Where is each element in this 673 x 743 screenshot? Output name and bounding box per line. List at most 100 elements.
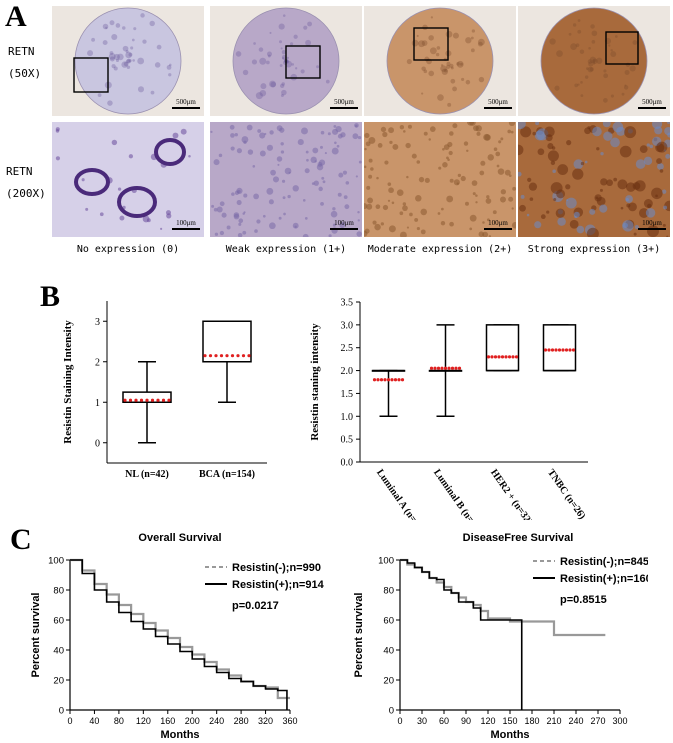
micrograph-50x-no-expression: 500μm	[52, 6, 204, 116]
cell-texture	[508, 122, 516, 127]
cell-texture	[238, 222, 242, 226]
tissue-texture	[577, 29, 582, 34]
cell-texture	[540, 214, 546, 220]
cell-texture	[310, 156, 317, 164]
caption-no-expression: No expression (0)	[76, 244, 180, 255]
cell-texture	[556, 189, 566, 199]
x-tick-label: 120	[136, 716, 151, 726]
tissue-texture	[286, 56, 289, 60]
survival-curve-resistin-positive	[70, 559, 288, 710]
cell-texture	[634, 180, 646, 192]
caption-weak-expression: Weak expression (1+)	[225, 244, 347, 255]
cell-texture	[518, 171, 522, 177]
cell-texture	[441, 207, 444, 211]
cell-texture	[508, 196, 514, 202]
cell-texture	[218, 153, 223, 158]
cell-texture	[330, 210, 338, 218]
cell-texture	[368, 136, 376, 144]
cell-texture	[443, 144, 450, 150]
x-tick-label: 200	[185, 716, 200, 726]
cell-texture	[259, 132, 266, 139]
cell-texture	[55, 129, 60, 133]
cell-texture	[449, 178, 454, 183]
x-tick-label: 150	[502, 716, 517, 726]
tissue-texture	[588, 46, 591, 50]
tissue-texture	[574, 83, 579, 88]
cell-texture	[448, 150, 453, 156]
cell-texture	[475, 201, 478, 204]
cell-texture	[280, 142, 284, 146]
y-tick-label: 0	[389, 706, 394, 717]
cell-texture	[409, 212, 413, 217]
x-tick-label: 160	[160, 716, 175, 726]
tissue-texture	[108, 52, 116, 60]
cell-texture	[497, 168, 505, 175]
cell-texture	[229, 124, 235, 130]
mean-marker	[150, 398, 155, 402]
cell-texture	[294, 225, 297, 229]
cell-texture	[374, 223, 381, 231]
x-tick-label: 240	[568, 716, 583, 726]
mean-marker	[236, 354, 240, 358]
scale-bar-label: 100μm	[176, 219, 196, 227]
tissue-texture	[122, 45, 129, 52]
cell-texture	[253, 193, 260, 200]
cell-texture	[357, 210, 360, 214]
cell-texture	[242, 212, 245, 215]
cell-texture	[429, 126, 436, 132]
cell-texture	[480, 160, 486, 166]
tissue-texture	[406, 58, 412, 65]
cell-texture	[318, 186, 323, 192]
tissue-texture	[282, 14, 286, 17]
cell-texture	[532, 131, 537, 136]
tissue-texture	[614, 35, 618, 38]
cell-texture	[625, 197, 629, 202]
cell-texture	[512, 186, 516, 191]
y-tick-label: 1	[95, 398, 100, 409]
tissue-texture	[456, 60, 464, 68]
cell-texture	[343, 195, 348, 200]
cell-texture	[469, 214, 477, 222]
mean-marker	[497, 355, 501, 359]
tissue-texture	[411, 39, 419, 47]
cell-texture	[518, 122, 526, 130]
tissue-texture	[587, 66, 594, 73]
tissue-texture	[436, 46, 441, 50]
x-tick-label: 300	[612, 716, 627, 726]
tissue-texture	[305, 39, 312, 46]
tissue-texture	[91, 37, 96, 42]
mean-marker	[504, 355, 508, 359]
cell-texture	[234, 133, 238, 137]
cell-texture	[320, 145, 323, 149]
tissue-texture	[285, 60, 293, 68]
panel-a-label: A	[5, 0, 27, 33]
cell-texture	[465, 201, 469, 206]
scale-bar-label: 500μm	[488, 98, 508, 106]
mean-marker	[390, 378, 394, 382]
cell-texture	[342, 222, 345, 225]
cell-texture	[520, 194, 525, 199]
scale-bar-label: 100μm	[642, 219, 662, 227]
y-tick-label: 2	[95, 357, 100, 368]
tissue-texture	[592, 59, 596, 63]
km-overall-survival: Overall Survival 0 20 40 60 80 100 0 40 80 120 160 2…	[30, 532, 325, 741]
box-iqr	[485, 324, 520, 372]
cell-texture	[624, 126, 637, 139]
cell-texture	[333, 125, 337, 128]
cell-texture	[620, 206, 624, 210]
mean-marker	[568, 348, 572, 352]
mean-marker	[429, 366, 434, 370]
tissue-texture	[267, 54, 271, 58]
y-axis-label: Percent survival	[353, 593, 365, 678]
cell-texture	[580, 161, 585, 166]
tissue-texture	[111, 64, 116, 69]
cell-texture	[313, 180, 319, 186]
cell-texture	[587, 126, 591, 130]
tissue-texture	[156, 44, 162, 50]
x-tick-label: 30	[417, 716, 427, 726]
cell-texture	[364, 203, 368, 210]
tissue-texture	[260, 83, 267, 90]
cell-texture	[569, 219, 579, 229]
tissue-texture	[421, 66, 426, 71]
tissue-texture	[102, 40, 108, 46]
